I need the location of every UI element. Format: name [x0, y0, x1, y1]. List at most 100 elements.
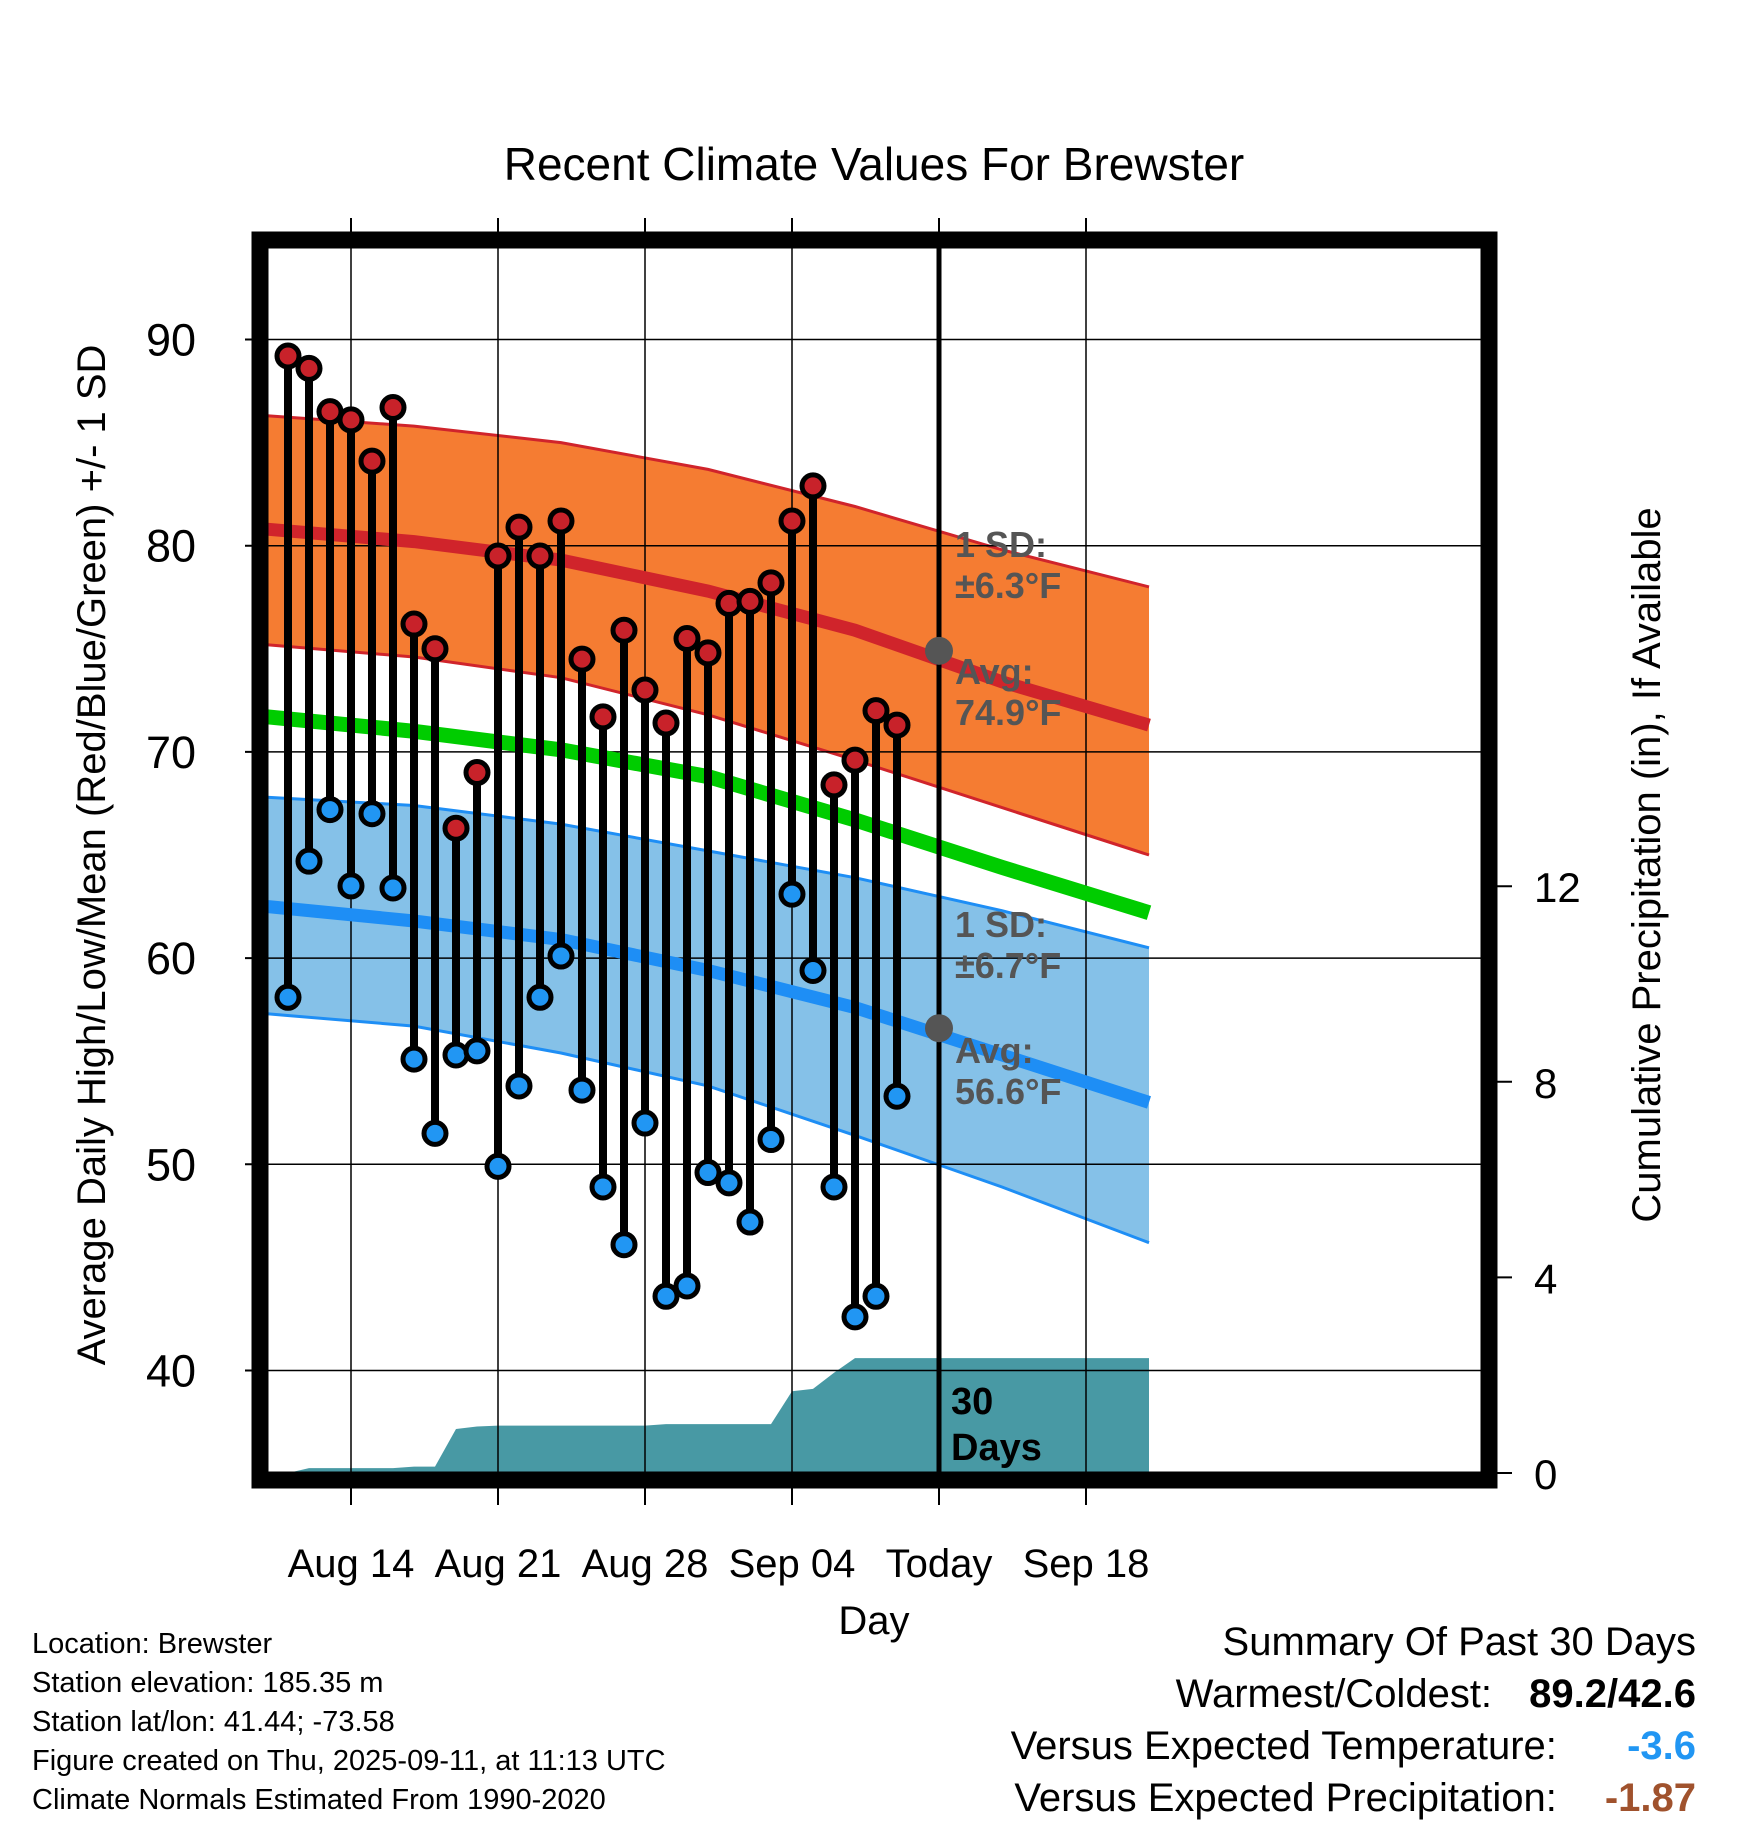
summary-precip-row: Versus Expected Precipitation: -1.87	[1014, 1776, 1696, 1821]
high-temp-point	[631, 676, 659, 704]
y2-axis-label: Cumulative Precipitation (in), If Availa…	[1625, 507, 1669, 1222]
high-temp-point	[589, 703, 617, 731]
y2-tick-label: 0	[1534, 1451, 1557, 1498]
low-temp-point	[316, 796, 344, 824]
high-temp-point	[337, 406, 365, 434]
summary-warmest-row: Warmest/Coldest: 89.2/42.6	[1176, 1672, 1696, 1717]
high-temp-point	[610, 616, 638, 644]
low-temp-point	[673, 1272, 701, 1300]
high-temp-point	[673, 624, 701, 652]
y-tick-label: 80	[146, 521, 196, 572]
high-temp-point	[505, 513, 533, 541]
low-temp-point	[736, 1208, 764, 1236]
y2-tick-label: 8	[1534, 1060, 1557, 1107]
x-tick-label: Sep 18	[1023, 1542, 1150, 1586]
high-avg-label: Avg:	[955, 651, 1034, 692]
x-tick-label: Today	[886, 1542, 993, 1586]
high-temp-point	[379, 394, 407, 422]
high-avg-value: 74.9°F	[955, 692, 1061, 733]
warmest-value: 89.2/42.6	[1529, 1672, 1696, 1716]
high-temp-point	[547, 507, 575, 535]
created-text: Figure created on Thu, 2025-09-11, at 11…	[32, 1745, 666, 1777]
high-temp-point	[799, 472, 827, 500]
precip-anomaly-value: -1.87	[1604, 1776, 1696, 1820]
low-temp-point	[505, 1072, 533, 1100]
low-temp-point	[379, 874, 407, 902]
high-temp-point	[652, 709, 680, 737]
high-temp-point	[484, 542, 512, 570]
elevation-text: Station elevation: 185.35 m	[32, 1667, 384, 1699]
x-tick-label: Aug 21	[435, 1542, 562, 1586]
summary-temp-row: Versus Expected Temperature: -3.6	[1011, 1724, 1696, 1769]
high-upper-line	[266, 414, 1150, 589]
x-tick-label: Sep 04	[729, 1542, 856, 1586]
y-axis-label: Average Daily High/Low/Mean (Red/Blue/Gr…	[70, 345, 114, 1366]
precip-area	[267, 1358, 1149, 1473]
window-days-label: Days	[951, 1427, 1042, 1469]
window-days-number: 30	[951, 1381, 993, 1423]
y2-tick-label: 4	[1534, 1255, 1557, 1302]
low-temp-point	[568, 1076, 596, 1104]
low-temp-point	[883, 1082, 911, 1110]
today-low-avg-point	[925, 1014, 953, 1043]
low-temp-point	[526, 983, 554, 1011]
location-text: Location: Brewster	[32, 1628, 273, 1660]
x-tick-label: Aug 14	[288, 1542, 415, 1586]
low-temp-point	[694, 1159, 722, 1187]
low-avg-value: 56.6°F	[955, 1071, 1061, 1112]
high-temp-point	[295, 354, 323, 382]
plot-frame	[251, 231, 1498, 1489]
y-tick-label: 60	[146, 933, 196, 984]
high-sd-label: 1 SD:	[955, 524, 1047, 565]
low-temp-point	[862, 1282, 890, 1310]
low-avg-label: Avg:	[955, 1030, 1034, 1071]
high-temp-point	[841, 746, 869, 774]
y-tick-label: 70	[146, 727, 196, 778]
low-temp-point	[610, 1231, 638, 1259]
high-temp-point	[778, 507, 806, 535]
high-temp-point	[883, 711, 911, 739]
high-temp-point	[757, 569, 785, 597]
high-temp-point	[421, 635, 449, 663]
y-tick-label: 90	[146, 315, 196, 366]
high-temp-point	[568, 645, 596, 673]
high-temp-point	[862, 697, 890, 725]
precip-anomaly-label: Versus Expected Precipitation:	[1014, 1776, 1557, 1820]
low-temp-point	[547, 942, 575, 970]
x-tick-label: Aug 28	[582, 1542, 709, 1586]
high-temp-point	[736, 587, 764, 615]
low-temp-point	[442, 1041, 470, 1069]
summary-title: Summary Of Past 30 Days	[1222, 1620, 1696, 1664]
high-temp-point	[820, 771, 848, 799]
low-temp-point	[778, 880, 806, 908]
y-tick-label: 50	[146, 1139, 196, 1190]
low-temp-point	[421, 1119, 449, 1147]
high-temp-point	[442, 814, 470, 842]
high-temp-point	[400, 610, 428, 638]
low-temp-point	[652, 1282, 680, 1310]
temp-anomaly-value: -3.6	[1627, 1724, 1696, 1768]
normals-text: Climate Normals Estimated From 1990-2020	[32, 1784, 606, 1816]
high-sd-band	[267, 415, 1149, 855]
low-temp-point	[400, 1045, 428, 1073]
high-temp-point	[274, 342, 302, 370]
y-tick-label: 40	[146, 1346, 196, 1397]
high-temp-point	[526, 542, 554, 570]
low-temp-point	[337, 872, 365, 900]
low-temp-point	[715, 1169, 743, 1197]
low-temp-point	[841, 1303, 869, 1331]
temp-anomaly-label: Versus Expected Temperature:	[1010, 1724, 1557, 1768]
low-temp-point	[295, 847, 323, 875]
station-info: Location: Brewster Station elevation: 18…	[32, 1625, 666, 1820]
low-temp-point	[631, 1109, 659, 1137]
low-sd-value: ±6.7°F	[955, 945, 1061, 986]
low-temp-point	[274, 983, 302, 1011]
warmest-label: Warmest/Coldest:	[1175, 1672, 1493, 1716]
high-sd-value: ±6.3°F	[955, 565, 1061, 606]
chart-title: Recent Climate Values For Brewster	[504, 138, 1245, 190]
low-temp-point	[484, 1152, 512, 1180]
high-temp-point	[694, 639, 722, 667]
low-temp-point	[757, 1126, 785, 1154]
x-axis-label: Day	[838, 1599, 909, 1643]
